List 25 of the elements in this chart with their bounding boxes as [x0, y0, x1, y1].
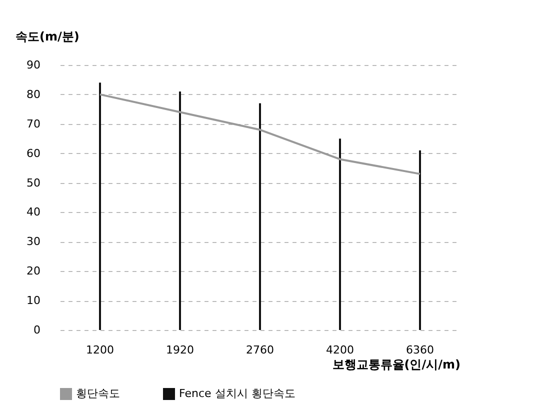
- line-series: [99, 93, 421, 175]
- x-tick-label: 1200: [86, 344, 114, 356]
- y-tick-label: 60: [26, 146, 40, 160]
- bar: [99, 82, 101, 330]
- y-tick-label: 10: [26, 294, 40, 308]
- y-tick-label: 50: [26, 176, 40, 190]
- x-tick-label: 6360: [406, 344, 434, 356]
- bar: [419, 150, 421, 330]
- x-tick-label: 4200: [326, 344, 354, 356]
- y-tick-label: 0: [34, 324, 40, 336]
- bar: [339, 138, 341, 330]
- legend-label: Fence 설치시 횡단속도: [179, 387, 296, 400]
- y-tick-label: 70: [26, 117, 40, 130]
- y-tick-label: 80: [26, 88, 40, 101]
- y-tick-label: 90: [26, 58, 40, 72]
- bar: [179, 92, 181, 330]
- x-tick-label: 1920: [166, 344, 194, 356]
- y-axis-title: 속도(m/분): [16, 30, 80, 44]
- x-tick-label: 2760: [246, 344, 274, 356]
- y-tick-label: 30: [26, 235, 40, 248]
- bar: [259, 103, 261, 330]
- legend-label: 횡단속도: [76, 387, 120, 400]
- y-tick-label: 20: [26, 264, 40, 278]
- y-tick-label: 40: [26, 206, 40, 219]
- x-axis-title: 보행교통류율(인/시/m): [332, 358, 460, 372]
